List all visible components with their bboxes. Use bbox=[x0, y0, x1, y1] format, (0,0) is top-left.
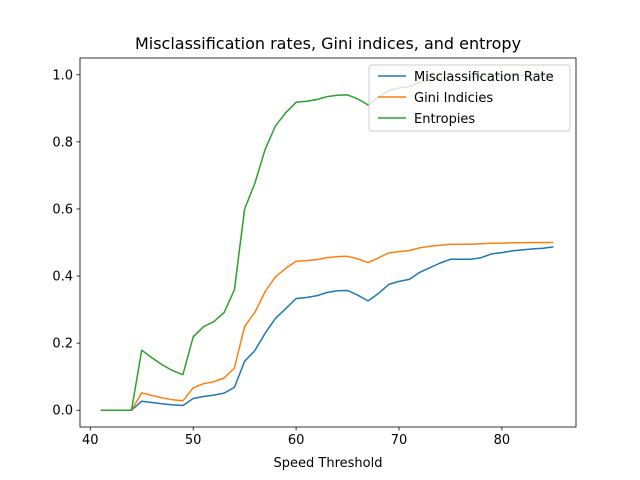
legend-label-0: Misclassification Rate bbox=[414, 70, 554, 85]
legend-label-2: Entropies bbox=[414, 112, 475, 127]
plot-area: 40 50 60 70 80 0.0 0.2 0.4 0.6 0.8 1.0 bbox=[52, 57, 577, 448]
chart-title: Misclassification rates, Gini indices, a… bbox=[135, 34, 521, 53]
y-tick-label: 0.6 bbox=[52, 202, 73, 217]
x-tick-label: 70 bbox=[391, 433, 408, 448]
y-tick-label: 0.8 bbox=[52, 135, 73, 150]
x-tick-label: 60 bbox=[288, 433, 305, 448]
y-tick-label: 0.0 bbox=[52, 404, 73, 419]
axes-frame bbox=[79, 57, 577, 428]
y-tick-label: 0.2 bbox=[52, 337, 73, 352]
legend-box bbox=[368, 64, 571, 132]
x-axis-label: Speed Threshold bbox=[274, 456, 383, 471]
x-tick-label: 40 bbox=[82, 433, 99, 448]
series-line-0 bbox=[100, 246, 554, 411]
series-line-1 bbox=[100, 241, 554, 411]
x-tick-label: 80 bbox=[494, 433, 511, 448]
y-tick-label: 0.4 bbox=[52, 270, 73, 285]
x-tick-label: 50 bbox=[185, 433, 202, 448]
legend: Misclassification Rate Gini Indicies Entro… bbox=[368, 64, 571, 132]
legend-label-1: Gini Indicies bbox=[414, 91, 493, 106]
y-tick-label: 1.0 bbox=[52, 68, 73, 83]
